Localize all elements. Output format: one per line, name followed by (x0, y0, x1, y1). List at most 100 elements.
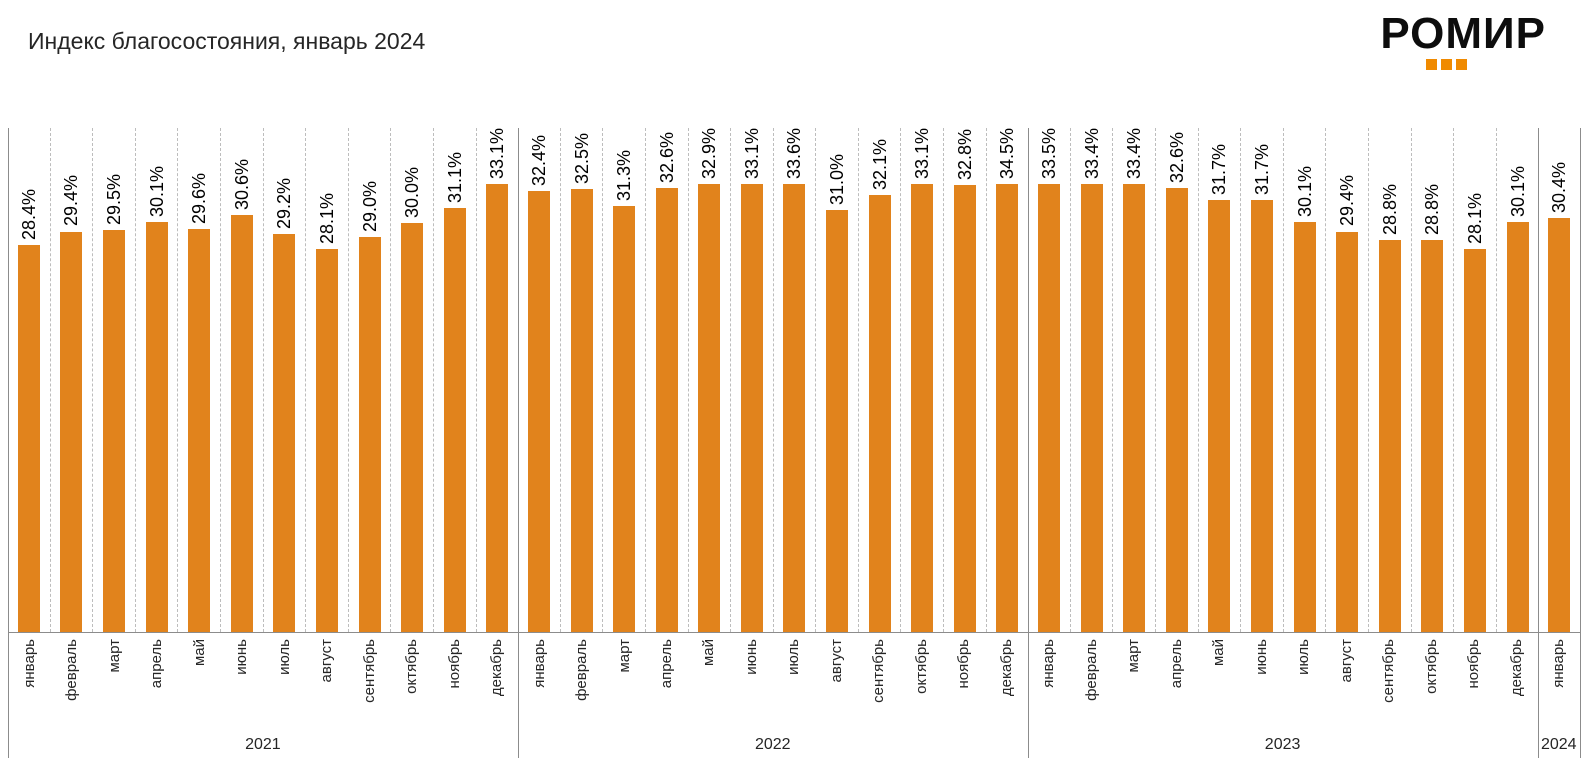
bar-cell: 30.0% (390, 128, 433, 632)
month-label: март (105, 639, 123, 673)
logo-square-icon (1426, 59, 1438, 70)
bar-cell: 28.1% (305, 128, 348, 632)
month-label: март (1125, 639, 1143, 673)
bar (486, 184, 509, 632)
month-cell: сентябрь (348, 639, 390, 728)
bar-cell: 30.6% (219, 128, 263, 632)
bar (1378, 239, 1401, 632)
bar-cell: 33.5% (1028, 128, 1070, 632)
month-cell: январь (518, 639, 560, 728)
year-separator-line (1537, 128, 1539, 758)
month-cell: сентябрь (858, 639, 900, 728)
month-cell: апрель (135, 639, 177, 728)
plot-area: 28.4% 29.4% 29.5% 30.1% 29.6% 30.6% 29.2% 28.1%… (8, 128, 1580, 633)
bar (358, 236, 381, 632)
month-cell: май (688, 639, 730, 728)
bar-cell: 28.4% (8, 128, 50, 632)
month-cell: февраль (50, 639, 92, 728)
bar-cell: 30.1% (1282, 128, 1326, 632)
bar (1506, 222, 1529, 632)
bar (1165, 187, 1188, 632)
bar (443, 208, 466, 632)
year-separator-line (1027, 128, 1029, 758)
month-label: апрель (1167, 639, 1185, 689)
bar-value-label: 30.1% (1507, 165, 1528, 217)
bar-cell: 33.1% (475, 128, 519, 632)
year-label: 2023 (1264, 736, 1301, 753)
bar-cell: 31.1% (432, 128, 476, 632)
header: Индекс благосостояния, январь 2024 РОМИР (0, 0, 1588, 128)
bar (1293, 222, 1316, 632)
bar-cell: 33.4% (1112, 128, 1155, 632)
month-label: июнь (742, 639, 760, 675)
bar-cell: 29.2% (262, 128, 306, 632)
month-cell: июнь (730, 639, 772, 728)
month-label: февраль (63, 639, 81, 701)
year-separator-line (517, 128, 519, 758)
bar-value-label: 30.6% (231, 159, 252, 211)
bar-value-label: 30.0% (402, 167, 423, 219)
bar (826, 209, 849, 632)
month-cell: январь (1537, 639, 1579, 728)
logo-square-icon (1456, 59, 1468, 70)
month-label: сентябрь (870, 639, 888, 703)
bar (1038, 184, 1061, 632)
bar (527, 190, 550, 632)
month-cell: октябрь (1410, 639, 1452, 728)
month-label: ноябрь (445, 639, 463, 689)
month-label: март (615, 639, 633, 673)
year-label: 2022 (754, 736, 791, 753)
bar-cell: 30.1% (134, 128, 178, 632)
month-cell: март (93, 639, 135, 728)
bar-chart: 28.4% 29.4% 29.5% 30.1% 29.6% 30.6% 29.2% 28.1%… (8, 128, 1581, 758)
bar-value-label: 28.8% (1379, 183, 1400, 235)
month-label: декабрь (1507, 639, 1525, 697)
month-cell: ноябрь (943, 639, 985, 728)
month-label: январь (20, 639, 38, 688)
month-label: сентябрь (360, 639, 378, 703)
bar (1123, 184, 1146, 632)
bar-value-label: 30.1% (1294, 165, 1315, 217)
month-cell: апрель (645, 639, 687, 728)
month-cell: июль (773, 639, 815, 728)
bar-value-label: 34.5% (997, 128, 1018, 180)
month-cell: май (1198, 639, 1240, 728)
bar-value-label: 32.6% (1166, 131, 1187, 183)
bar-cell: 30.4% (1538, 128, 1580, 632)
bar-cell: 29.0% (347, 128, 391, 632)
bar-value-label: 31.1% (444, 152, 465, 204)
year-label: 2021 (245, 736, 281, 753)
bar-value-label: 33.5% (1039, 128, 1060, 180)
month-label: сентябрь (1380, 639, 1398, 703)
romir-logo-squares (1426, 59, 1546, 70)
bar (911, 184, 934, 632)
month-cell: март (603, 639, 645, 728)
bar-value-label: 28.8% (1422, 183, 1443, 235)
bar (1251, 200, 1274, 632)
bar (401, 223, 424, 632)
month-cell: ноябрь (433, 639, 475, 728)
bar-cell: 28.8% (1368, 128, 1411, 632)
bar-value-label: 31.0% (827, 153, 848, 205)
bar (1336, 231, 1359, 632)
bar (273, 234, 296, 632)
month-label: январь (1550, 639, 1568, 688)
month-cell: январь (8, 639, 50, 728)
chart-edge-line (1580, 128, 1581, 758)
bar (315, 249, 338, 632)
month-cell: август (815, 639, 857, 728)
bar-value-label: 29.2% (274, 178, 295, 230)
bar-value-label: 32.5% (571, 133, 592, 185)
month-label: октябрь (1422, 639, 1440, 694)
month-cell: июнь (1240, 639, 1282, 728)
bar-value-label: 33.1% (912, 128, 933, 180)
bar-value-label: 31.7% (1209, 144, 1230, 196)
chart-title: Индекс благосостояния, январь 2024 (28, 28, 426, 54)
bar-cell: 32.9% (687, 128, 731, 632)
month-cell: июнь (220, 639, 262, 728)
month-label: июль (275, 639, 293, 675)
bar-cell: 31.7% (1240, 128, 1283, 632)
month-label: июнь (233, 639, 251, 675)
bar-cell: 33.1% (730, 128, 773, 632)
